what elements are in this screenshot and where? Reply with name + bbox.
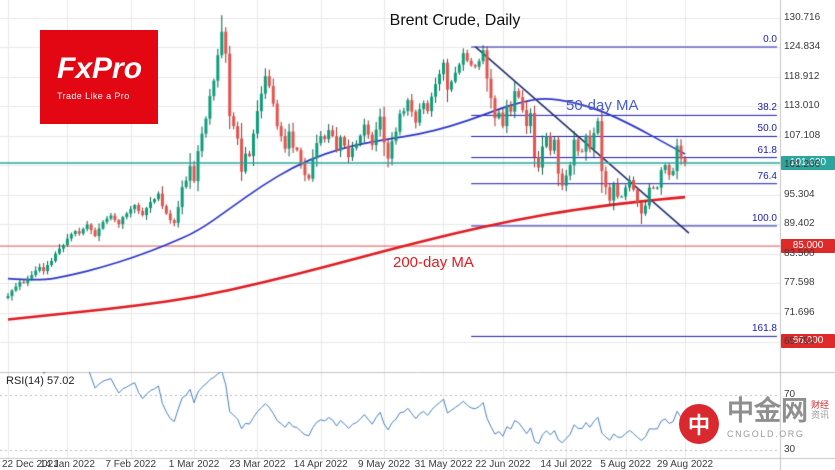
chart-window: Brent Crude, Daily FxPro Trade Like a Pr…: [0, 0, 835, 470]
price-chart-canvas[interactable]: [0, 0, 835, 470]
